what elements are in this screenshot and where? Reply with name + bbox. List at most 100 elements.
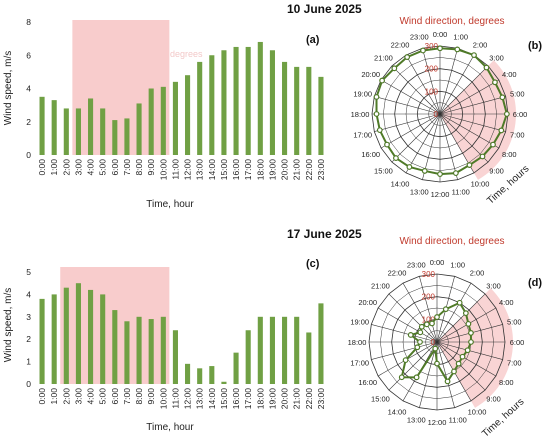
y-tick-label-a: 0 [26,150,31,160]
data-point-b [437,171,443,177]
bar-a [172,81,178,155]
hour-label-b: 15:00 [374,167,393,176]
data-point-b [376,127,383,134]
x-tick-label-a: 23:00 [316,159,326,181]
hour-label-d: 3:00 [486,281,501,290]
x-tick-label-c: 18:00 [255,388,265,410]
x-tick-label-c: 15:00 [219,388,229,410]
x-tick-label-c: 3:00 [73,388,83,405]
bar-c [148,319,154,384]
hour-label-d: 15:00 [371,395,390,404]
radial-tick-label-d: 0 [431,338,436,347]
bar-a [221,50,227,156]
x-tick-label-a: 8:00 [134,159,144,176]
y-tick-label-c: 0 [26,379,31,389]
x-tick-label-a: 10:00 [158,159,168,181]
data-point-d [432,345,439,352]
data-point-d [414,344,421,351]
hour-label-d: 21:00 [371,281,390,290]
ring-b [383,57,497,171]
bar-c [233,352,239,384]
x-tick-label-c: 4:00 [86,388,96,405]
y-axis-label-c: Wind speed, m/s [3,288,14,362]
bar-c [185,363,191,384]
x-tick-label-a: 14:00 [207,159,217,181]
hour-label-b: 20:00 [361,70,380,79]
bar-a [318,76,324,155]
x-tick-label-a: 22:00 [304,159,314,181]
hour-label-b: 23:00 [410,33,429,42]
radial-tick-label-b: 200 [425,65,439,74]
data-point-b [499,94,506,101]
bar-c [294,316,300,384]
radial-tick-label-d: 300 [422,270,436,279]
data-point-d [459,353,466,360]
bar-a [51,100,57,155]
hour-label-d: 6:00 [510,338,525,347]
data-point-d [451,368,457,375]
hour-label-b: 22:00 [391,41,410,50]
hour-label-b: 3:00 [489,53,504,62]
data-point-d [417,329,424,336]
data-point-b [391,65,398,72]
x-tick-label-c: 7:00 [122,388,132,405]
bar-a [148,88,154,155]
x-tick-label-c: 10:00 [158,388,168,410]
bar-a [294,66,300,155]
bar-a [306,66,312,155]
bar-c [39,298,45,384]
hour-label-d: 13:00 [407,415,426,424]
bar-a [39,96,45,155]
x-tick-label-c: 16:00 [231,388,241,410]
radial-tick-label-d: 200 [422,293,436,302]
x-tick-label-c: 1:00 [49,388,59,405]
y-tick-label-a: 8 [26,17,31,27]
x-tick-label-a: 6:00 [110,159,120,176]
ring-b [416,90,464,138]
data-point-b [421,168,428,174]
bar-c [269,316,275,384]
data-point-d [429,320,435,327]
date-title-c: 17 June 2025 [287,227,362,241]
x-tick-label-a: 1:00 [49,159,59,176]
ring-b [405,79,475,149]
x-tick-label-a: 4:00 [86,159,96,176]
data-point-b [437,45,443,52]
date-title-a: 10 June 2025 [287,2,362,16]
hour-label-b: 12:00 [431,190,450,199]
x-tick-label-c: 6:00 [110,388,120,405]
hour-label-b: 8:00 [502,150,517,159]
data-point-d [398,374,405,381]
data-point-d [434,360,440,367]
panel-label-a: (a) [306,34,320,46]
data-point-d [455,360,462,367]
bar-c [318,303,324,384]
polar-title-b: Wind direction, degrees [399,16,504,27]
hour-label-b: 0:00 [433,30,448,39]
hour-label-d: 23:00 [407,261,426,270]
hour-label-d: 1:00 [450,261,465,270]
data-point-b [420,47,426,54]
data-point-d [418,323,425,330]
data-point-d [423,321,430,328]
hour-label-b: 21:00 [374,53,393,62]
bar-c [160,316,166,384]
hour-label-b: 6:00 [513,110,528,119]
hour-label-d: 5:00 [507,317,522,326]
radial-tick-label-b: 100 [425,87,439,96]
hour-label-b: 2:00 [473,41,488,50]
x-tick-label-c: 23:00 [316,388,326,410]
data-point-b [492,79,498,86]
data-point-b [503,111,510,117]
x-tick-label-c: 12:00 [183,388,193,410]
x-tick-label-a: 0:00 [37,159,47,176]
data-point-d [464,347,471,354]
ring-d [368,273,506,411]
ring-b [394,68,486,160]
x-tick-label-a: 17:00 [243,159,253,181]
data-point-b [498,127,505,134]
bar-a [185,75,191,155]
x-tick-label-c: 17:00 [243,388,253,410]
bar-a [245,46,251,155]
bar-a [160,86,166,155]
